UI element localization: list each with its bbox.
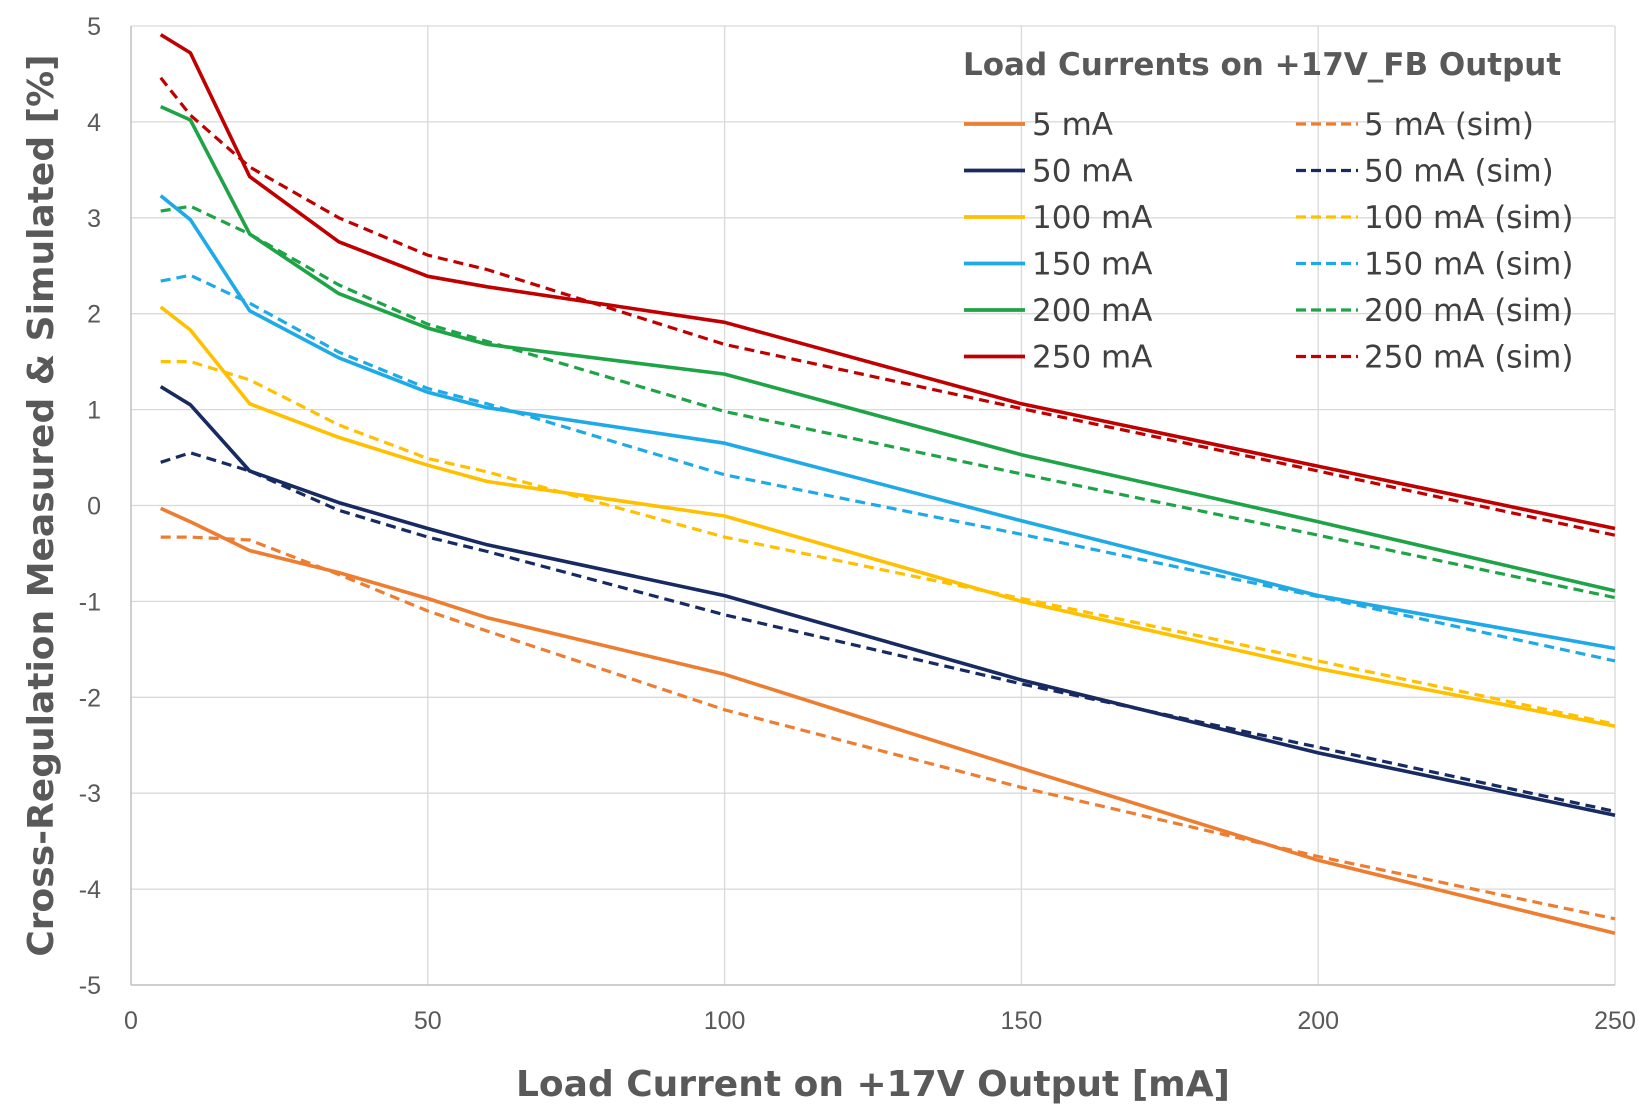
legend-label-250-ma-sim: 250 mA (sim): [1364, 340, 1573, 376]
series-line-5-ma-sim: [160, 535, 1616, 921]
legend-label-100-ma-sim: 100 mA (sim): [1364, 200, 1573, 236]
y-tick-label: 3: [87, 205, 101, 233]
series-line-150-ma-sim: [160, 273, 1616, 663]
series-line-250-ma: [159, 33, 1616, 531]
legend-label-200-ma-sim: 200 mA (sim): [1364, 293, 1573, 329]
x-tick-label: 50: [414, 1007, 442, 1035]
y-tick-label: -5: [79, 972, 101, 1000]
x-tick-label: 150: [1001, 1007, 1043, 1035]
legend-title: Load Currents on +17V_FB Output: [963, 47, 1561, 83]
legend-label-150-ma-sim: 150 mA (sim): [1364, 247, 1573, 283]
legend-label-100-ma: 100 mA: [1032, 200, 1152, 236]
y-tick-label: -1: [79, 588, 101, 616]
x-axis-title: Load Current on +17V Output [mA]: [516, 1064, 1230, 1105]
legend-label-150-ma: 150 mA: [1032, 247, 1152, 283]
y-tick-label: 1: [87, 397, 101, 425]
y-tick-label: 2: [87, 301, 101, 329]
legend-label-200-ma: 200 mA: [1032, 293, 1152, 329]
axes: [130, 26, 1615, 986]
legend-label-50-ma: 50 mA: [1032, 154, 1133, 190]
x-tick-label: 250: [1594, 1007, 1636, 1035]
y-tick-label: -3: [79, 780, 101, 808]
legend: Load Currents on +17V_FB Output 5 mA 50 m…: [963, 47, 1573, 376]
legend-label-250-ma: 250 mA: [1032, 340, 1152, 376]
legend-label-50-ma-sim: 50 mA (sim): [1364, 154, 1554, 190]
x-tick-label: 0: [124, 1007, 138, 1035]
series-line-150-ma: [159, 194, 1616, 651]
series-line-5-ma: [159, 506, 1616, 935]
legend-label-5-ma-sim: 5 mA (sim): [1364, 107, 1534, 143]
series-line-200-ma: [159, 104, 1616, 593]
series-line-50-ma: [159, 385, 1616, 818]
gridlines: [131, 25, 1616, 985]
legend-label-5-ma: 5 mA: [1032, 107, 1113, 143]
x-tick-label: 100: [704, 1007, 746, 1035]
series-line-100-ma-sim: [160, 360, 1616, 726]
y-tick-label: -4: [79, 876, 101, 904]
series-lines: [159, 33, 1616, 935]
y-tick-label: 5: [87, 13, 101, 41]
y-axis-title: Cross-Regulation Measured & Simulated [%…: [21, 54, 62, 956]
series-line-100-ma: [159, 305, 1616, 728]
y-tick-label: 0: [87, 493, 101, 521]
series-line-200-ma-sim: [160, 204, 1616, 600]
y-tick-label: 4: [87, 109, 101, 137]
y-tick-label: -2: [79, 684, 101, 712]
series-line-250-ma-sim: [159, 76, 1616, 537]
x-tick-label: 200: [1297, 1007, 1339, 1035]
